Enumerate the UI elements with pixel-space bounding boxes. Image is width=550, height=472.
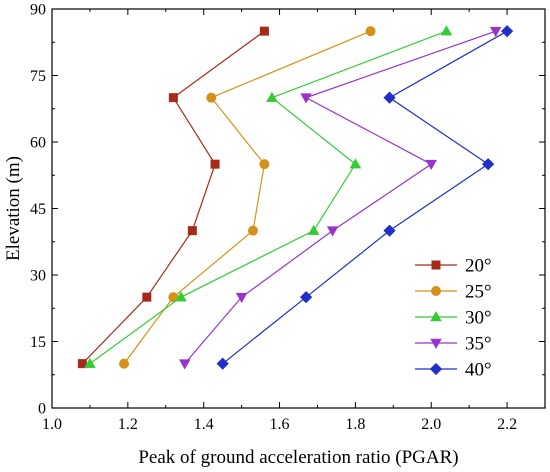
legend-label: 25°: [465, 282, 492, 303]
data-point: [349, 158, 362, 169]
y-tick-label: 45: [30, 201, 46, 218]
data-point: [216, 357, 229, 370]
x-tick-label: 1.6: [270, 416, 290, 433]
legend-label: 20°: [465, 256, 492, 277]
data-point: [84, 357, 96, 368]
data-point: [259, 26, 269, 36]
legend-item: 40°: [415, 360, 492, 381]
legend-label: 40°: [465, 360, 492, 381]
data-point: [210, 159, 220, 169]
data-point: [500, 25, 514, 38]
legend-marker: [429, 362, 443, 376]
x-tick-label: 1.0: [42, 416, 62, 433]
data-point: [259, 159, 270, 170]
legend-item: 20°: [415, 256, 492, 277]
series-30-deg: [84, 25, 453, 368]
legend-marker: [430, 338, 442, 349]
y-tick-label: 30: [30, 268, 46, 285]
data-point: [299, 291, 313, 304]
data-point: [307, 224, 320, 235]
y-tick-label: 90: [30, 2, 46, 19]
series-line: [89, 30, 447, 365]
series-20-deg: [77, 26, 269, 369]
data-point: [326, 226, 339, 237]
data-point: [235, 292, 248, 304]
series-line: [81, 30, 265, 365]
y-tick-label: 0: [38, 401, 46, 418]
data-point: [489, 26, 502, 38]
series-line: [222, 30, 508, 365]
x-tick-label: 1.8: [345, 416, 365, 433]
data-point: [365, 26, 376, 37]
data-point: [425, 159, 437, 171]
data-point: [206, 92, 217, 103]
data-point: [482, 158, 495, 171]
legend-marker: [430, 285, 441, 296]
x-axis-title: Peak of ground acceleration ratio (PGAR): [138, 447, 458, 468]
data-point: [187, 226, 197, 236]
data-point: [247, 225, 258, 236]
x-tick-label: 2.2: [497, 416, 517, 433]
data-point: [266, 91, 278, 102]
legend: 20° 25° 30° 35° 40°: [415, 256, 492, 381]
data-point: [77, 359, 87, 369]
y-tick-label: 75: [30, 68, 46, 85]
x-tick-label: 2.0: [421, 416, 441, 433]
series-35-deg: [178, 26, 502, 370]
data-point: [383, 224, 396, 237]
data-point: [142, 292, 152, 302]
legend-item: 35°: [415, 334, 492, 355]
legend-marker: [431, 260, 441, 270]
series-line: [123, 30, 371, 365]
y-tick-label: 60: [30, 135, 46, 152]
data-point: [178, 359, 191, 370]
x-tick-label: 1.2: [118, 416, 138, 433]
legend-marker: [430, 311, 442, 322]
legend-label: 30°: [465, 308, 492, 329]
legend-item: 25°: [415, 282, 492, 303]
data-point: [119, 358, 130, 369]
legend-label: 35°: [465, 334, 492, 355]
data-point: [383, 91, 396, 104]
data-point: [168, 93, 178, 103]
data-point: [300, 93, 312, 104]
legend-item: 30°: [415, 308, 492, 329]
series-40-deg: [216, 25, 514, 370]
series-line: [184, 30, 496, 365]
y-tick-label: 15: [30, 334, 46, 351]
data-point: [175, 291, 187, 302]
series-25-deg: [119, 26, 376, 369]
y-axis-title: Elevation (m): [3, 156, 24, 261]
data-point: [440, 25, 453, 36]
plot-area: [77, 25, 514, 370]
axes: 1.0 1.2 1.4 1.6 1.8 2.0 2.2 0 15 30 45 60 75 90: [30, 2, 546, 433]
x-tick-label: 1.4: [194, 416, 214, 433]
